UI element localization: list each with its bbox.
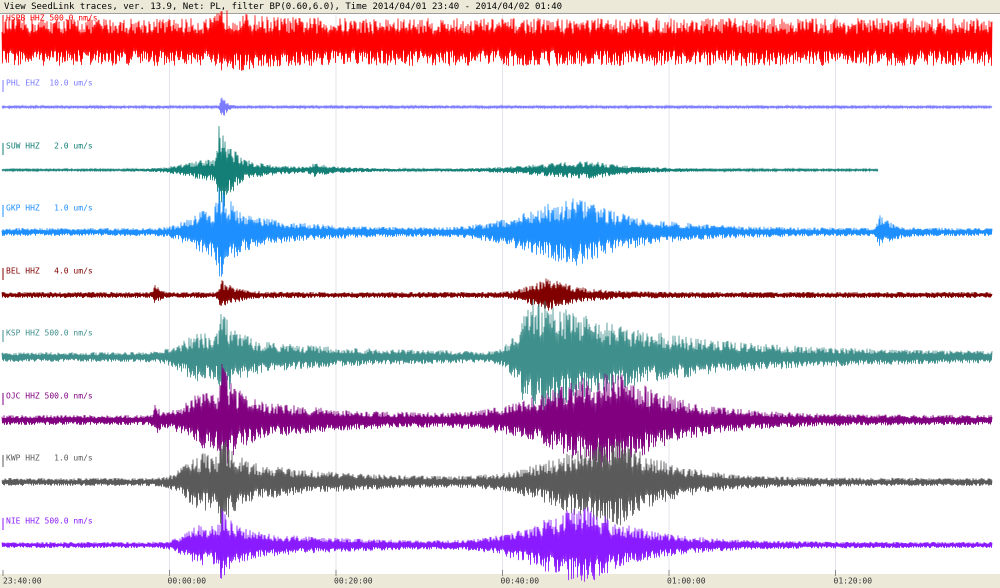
trace-label: GKP HHZ 1.0 um/s bbox=[6, 204, 93, 213]
trace-label: PHL EHZ 10.0 um/s bbox=[6, 79, 93, 88]
trace-label: KSP HHZ 500.0 nm/s bbox=[6, 329, 93, 338]
trace-label: HSPB HHZ 500.0 nm/s bbox=[6, 14, 98, 23]
time-axis-bar bbox=[0, 574, 1000, 588]
waveform bbox=[1, 278, 993, 311]
time-label: 00:20:00 bbox=[334, 577, 373, 586]
trace-label: NIE HHZ 500.0 nm/s bbox=[6, 517, 93, 526]
time-label: 00:00:00 bbox=[168, 577, 207, 586]
waveform bbox=[1, 187, 993, 277]
time-label: 01:20:00 bbox=[834, 577, 873, 586]
trace-label: OJC HHZ 500.0 nm/s bbox=[6, 392, 93, 401]
waveform bbox=[1, 126, 879, 213]
window-title: View SeedLink traces, ver. 13.9, Net: PL… bbox=[0, 0, 1000, 14]
waveform bbox=[1, 97, 993, 116]
time-label: 00:40:00 bbox=[501, 577, 540, 586]
waveform bbox=[1, 10, 993, 71]
waveform bbox=[1, 299, 993, 418]
trace-label: BEL HHZ 4.0 um/s bbox=[6, 267, 93, 276]
waveform bbox=[1, 363, 993, 469]
time-label: 23:40:00 bbox=[3, 577, 42, 586]
trace-label: SUW HHZ 2.0 um/s bbox=[6, 142, 93, 151]
waveform bbox=[1, 507, 993, 582]
waveform bbox=[1, 439, 993, 533]
trace-label: KWP HHZ 1.0 um/s bbox=[6, 454, 93, 463]
time-label: 01:00:00 bbox=[667, 577, 706, 586]
